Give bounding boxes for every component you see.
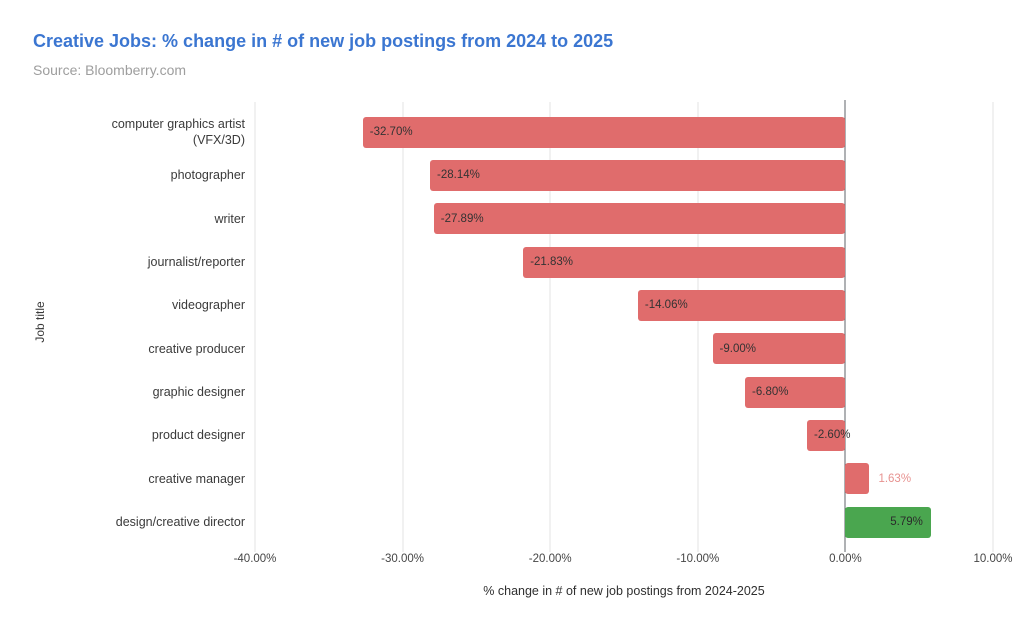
category-labels: computer graphics artist (VFX/3D) photogr… (75, 0, 245, 633)
zero-axis-line (844, 100, 846, 552)
x-tick-label: 0.00% (829, 553, 862, 565)
x-tick-label: -20.00% (528, 553, 572, 565)
bar: -9.00% (712, 333, 846, 365)
x-axis-ticks: -40.00% -30.00% -20.00% -10.00% 0.00% 10.00% (234, 553, 1013, 569)
x-tick-label: -40.00% (233, 553, 277, 565)
category-label: creative manager (148, 471, 245, 486)
category-label: photographer (170, 168, 245, 183)
bar-value-label: 1.63% (878, 472, 912, 485)
bar: -2.60% (807, 419, 850, 451)
x-tick-label: -10.00% (676, 553, 720, 565)
bar: 5.79% (845, 506, 931, 538)
bar-value-label: -28.14% (437, 169, 480, 182)
gridline (402, 102, 404, 552)
category-label: design/creative director (115, 514, 245, 529)
category-label: videographer (172, 298, 245, 313)
bar: -32.70% (362, 116, 846, 148)
bar-value-label: -27.89% (440, 212, 484, 225)
y-axis-title: Job title (33, 301, 47, 343)
category-label: product designer (151, 428, 245, 443)
bar: -14.06% (637, 289, 846, 321)
bar: 1.63% (845, 463, 911, 495)
bar-value-label: -32.70% (369, 126, 413, 138)
category-label: graphic designer (152, 384, 245, 399)
category-label: creative producer (148, 341, 245, 356)
bar-value-label: 5.79% (890, 516, 923, 529)
gridline (992, 102, 994, 552)
bar-value-label: -9.00% (719, 342, 756, 355)
x-tick-label: -30.00% (381, 553, 425, 565)
bar-value-label: -21.83% (530, 256, 574, 269)
chart-source: Source: Bloomberry.com (33, 62, 187, 78)
bar-value-label: -2.60% (814, 429, 851, 442)
x-axis-title: % change in # of new job postings from 2… (483, 584, 765, 598)
x-tick-label: 10.00% (973, 553, 1013, 565)
gridline (254, 102, 256, 552)
bar: -21.83% (523, 246, 846, 278)
chart-title: Creative Jobs: % change in # of new job … (33, 31, 614, 51)
bar: -6.80% (745, 376, 846, 408)
category-label: computer graphics artist (VFX/3D) (111, 116, 245, 147)
gridline (549, 102, 551, 552)
category-label: journalist/reporter (147, 254, 245, 269)
bar: -28.14% (430, 159, 846, 191)
bar-value-label: -6.80% (752, 386, 789, 399)
plot-area: -32.70% -28.14% -27.89% -21.83% -14.06% -9.00… (254, 100, 994, 552)
bar-value-label: -14.06% (644, 299, 688, 312)
bar: -27.89% (433, 203, 846, 235)
gridline (697, 102, 699, 552)
category-label: writer (214, 211, 245, 226)
